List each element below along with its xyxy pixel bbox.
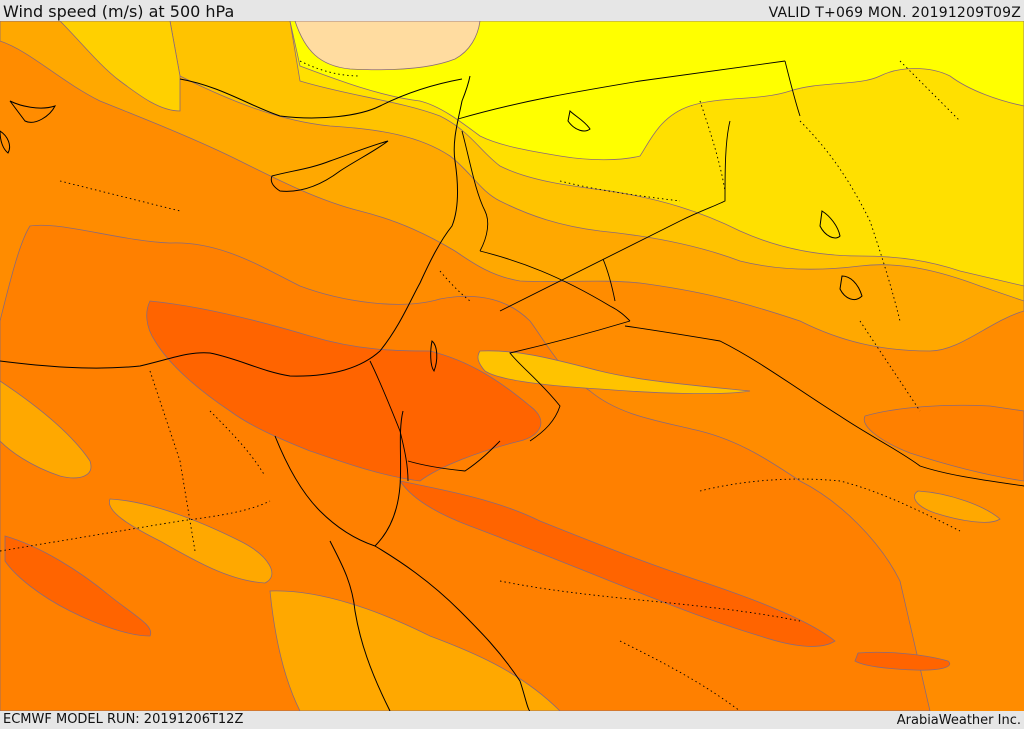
shading-patch-south-1	[109, 498, 273, 584]
brand-label: ArabiaWeather Inc.	[896, 713, 1021, 728]
footer-bar: ECMWF MODEL RUN: 20191206T12Z ArabiaWeat…	[0, 711, 1024, 729]
shading-patch-south-2	[269, 590, 561, 711]
shading-core-red	[146, 300, 542, 482]
coastlines	[0, 75, 863, 711]
shading-streak-se	[399, 480, 836, 647]
shading-patch-east-small	[914, 490, 1001, 523]
valid-time: VALID T+069 MON. 20191209T09Z	[768, 5, 1021, 21]
map-canvas	[0, 21, 1024, 711]
map-title: Wind speed (m/s) at 500 hPa	[3, 2, 235, 21]
country-borders	[369, 60, 1024, 487]
shading-band-yellow	[289, 21, 1024, 161]
header-bar: Wind speed (m/s) at 500 hPa VALID T+069 …	[0, 0, 1024, 21]
shading-patch-se	[854, 651, 951, 671]
model-run-label: ECMWF MODEL RUN: 20191206T12Z	[3, 712, 244, 727]
wind-speed-map	[0, 21, 1024, 711]
shading-patch-nw	[0, 21, 181, 112]
shading-streak-sw	[4, 535, 152, 637]
province-borders	[0, 60, 961, 711]
shading-patch-east-core	[863, 404, 1024, 482]
shading-patch-mid	[477, 350, 751, 395]
shading-patch-cream	[294, 21, 481, 71]
shading-patch-west	[0, 380, 92, 479]
